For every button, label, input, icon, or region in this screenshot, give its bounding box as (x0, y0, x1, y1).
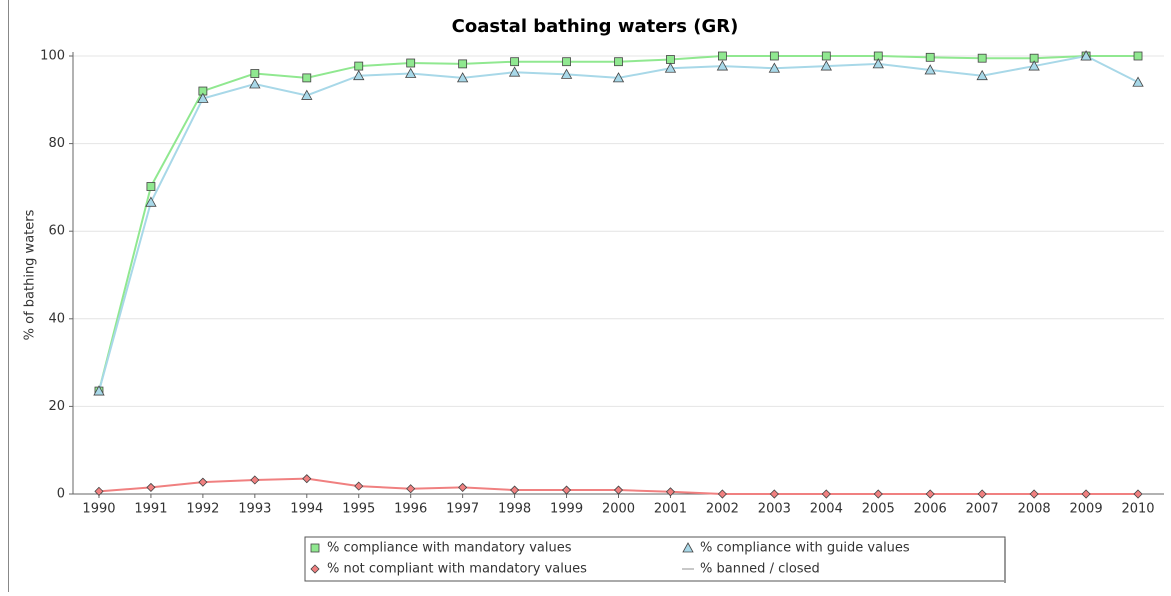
x-tick-label: 1997 (446, 502, 479, 517)
data-point (508, 66, 521, 77)
x-tick-label: 1999 (550, 502, 583, 517)
y-tick-label: 100 (40, 49, 65, 64)
y-tick-label: 60 (48, 224, 65, 239)
data-point (405, 67, 417, 78)
data-point (456, 72, 469, 83)
series-line (98, 54, 1139, 392)
data-point (717, 489, 727, 499)
data-point (302, 474, 312, 484)
x-tick-label: 2010 (1121, 502, 1154, 517)
data-point (250, 475, 260, 485)
data-point (614, 57, 623, 67)
chart-title: Coastal bathing waters (GR) (452, 16, 739, 37)
legend-label: % not compliant with mandatory values (327, 562, 587, 577)
y-tick-label: 20 (48, 399, 65, 414)
data-point (301, 89, 313, 100)
legend-label: % compliance with guide values (700, 541, 910, 556)
data-point (769, 489, 779, 499)
data-point (1133, 489, 1143, 499)
x-tick-label: 1998 (498, 502, 531, 517)
data-point (924, 64, 936, 75)
legend-marker (310, 543, 320, 553)
data-point (353, 69, 365, 81)
data-point (406, 484, 416, 494)
legend-box (304, 536, 1006, 582)
x-tick-label: 1992 (186, 502, 219, 517)
x-tick-label: 1995 (342, 502, 375, 517)
x-tick-label: 1991 (134, 502, 167, 517)
data-point (613, 485, 624, 495)
data-point (1081, 489, 1091, 499)
data-point (664, 62, 677, 73)
legend-marker (310, 564, 320, 574)
data-point (1133, 51, 1143, 61)
data-point (562, 57, 571, 67)
x-tick-label: 2008 (1018, 502, 1051, 517)
data-point (93, 385, 105, 396)
data-point (977, 489, 987, 499)
x-tick-label: 1990 (82, 502, 115, 517)
data-point (820, 60, 832, 71)
data-point (769, 51, 779, 61)
data-point (768, 62, 781, 73)
x-tick-label: 2009 (1070, 502, 1103, 517)
y-tick-label: 0 (57, 487, 65, 502)
data-point (94, 486, 104, 496)
data-point (302, 73, 312, 83)
data-point (718, 51, 727, 61)
data-point (354, 61, 364, 71)
data-point (821, 51, 831, 61)
x-tick-label: 2002 (706, 502, 739, 517)
x-tick-label: 1996 (394, 502, 427, 517)
x-tick-label: 1993 (238, 502, 271, 517)
data-point (873, 489, 883, 499)
data-point (1028, 60, 1040, 71)
legend-label: % banned / closed (700, 562, 820, 577)
data-point (821, 489, 831, 499)
series-line (98, 55, 1139, 392)
x-tick-label: 1994 (290, 502, 323, 517)
data-point (872, 58, 884, 69)
x-tick-label: 2001 (654, 502, 687, 517)
data-point (458, 59, 468, 69)
data-point (1132, 76, 1144, 87)
data-point (716, 60, 729, 71)
x-tick-label: 2005 (862, 502, 895, 517)
data-point (354, 481, 364, 491)
data-point (665, 487, 676, 497)
legend-marker (682, 542, 694, 553)
data-point (925, 489, 935, 499)
data-point (977, 53, 987, 63)
data-point (612, 72, 625, 83)
x-tick-label: 2004 (810, 502, 843, 517)
data-point (145, 196, 157, 207)
data-point (1080, 50, 1092, 61)
data-point (197, 92, 209, 103)
data-point (561, 485, 572, 495)
x-tick-label: 2000 (602, 502, 635, 517)
data-point (976, 69, 988, 81)
data-point (250, 69, 260, 78)
data-point (146, 182, 156, 191)
data-point (666, 55, 675, 64)
data-point (198, 477, 208, 487)
x-tick-label: 2006 (914, 502, 947, 517)
data-point (458, 482, 468, 492)
y-tick-label: 80 (48, 136, 65, 151)
data-point (510, 485, 520, 495)
data-point (406, 58, 416, 68)
data-point (510, 57, 519, 67)
data-point (925, 52, 935, 62)
data-point (560, 68, 573, 79)
data-point (249, 78, 261, 89)
data-point (1029, 489, 1039, 499)
y-tick-label: 40 (48, 311, 65, 326)
x-tick-label: 2007 (966, 502, 999, 517)
y-axis-label: % of bathing waters (23, 209, 38, 340)
x-tick-label: 2003 (758, 502, 791, 517)
legend-label: % compliance with mandatory values (327, 541, 572, 556)
data-point (146, 482, 156, 492)
